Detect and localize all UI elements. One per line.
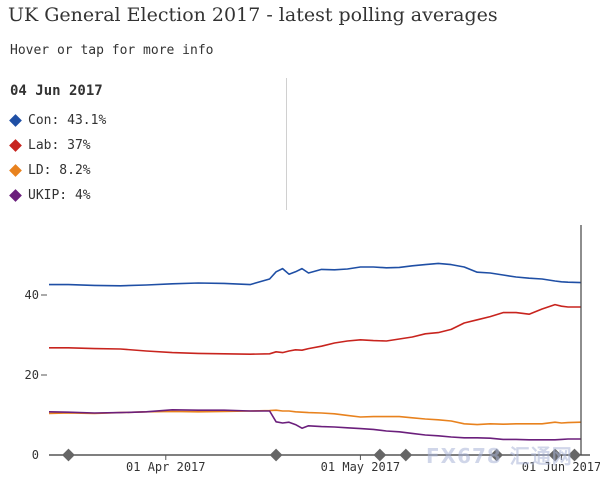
series-line-ld [48, 409, 582, 426]
legend-label-con: Con: 43.1% [28, 113, 107, 128]
event-marker [373, 448, 387, 462]
series-line-ukip [48, 408, 581, 441]
x-tick-label: 01 May 2017 [321, 460, 400, 474]
legend-item-ukip: UKIP: 4% [8, 183, 106, 208]
legend-label-lab: Lab: 37% [28, 138, 91, 153]
tooltip-divider [286, 78, 287, 210]
legend-label-ukip: UKIP: 4% [28, 188, 91, 203]
legend-item-lab: Lab: 37% [8, 133, 106, 158]
x-tick-label: 01 Apr 2017 [126, 460, 205, 474]
chart-subtitle: Hover or tap for more info [10, 43, 214, 58]
y-tick-label: 0 [32, 448, 39, 462]
event-marker [62, 448, 75, 462]
legend-item-con: Con: 43.1% [8, 108, 106, 133]
event-marker [269, 448, 283, 462]
legend-item-ld: LD: 8.2% [8, 158, 106, 183]
tooltip-date: 04 Jun 2017 [10, 83, 103, 99]
event-marker [399, 448, 413, 462]
watermark-text: FX678 汇通网 [426, 444, 573, 468]
event-marker [490, 448, 504, 462]
series-line-lab [49, 303, 581, 356]
x-tick-label: 01 Jun 2017 [522, 460, 600, 474]
legend-label-ld: LD: 8.2% [28, 163, 91, 178]
y-tick-label: 20 [25, 368, 39, 382]
chart-title: UK General Election 2017 - latest pollin… [8, 4, 498, 26]
series-line-con [49, 262, 582, 287]
y-tick-label: 40 [25, 288, 39, 302]
tooltip-legend: Con: 43.1% Lab: 37% LD: 8.2% UKIP: 4% [8, 108, 106, 208]
